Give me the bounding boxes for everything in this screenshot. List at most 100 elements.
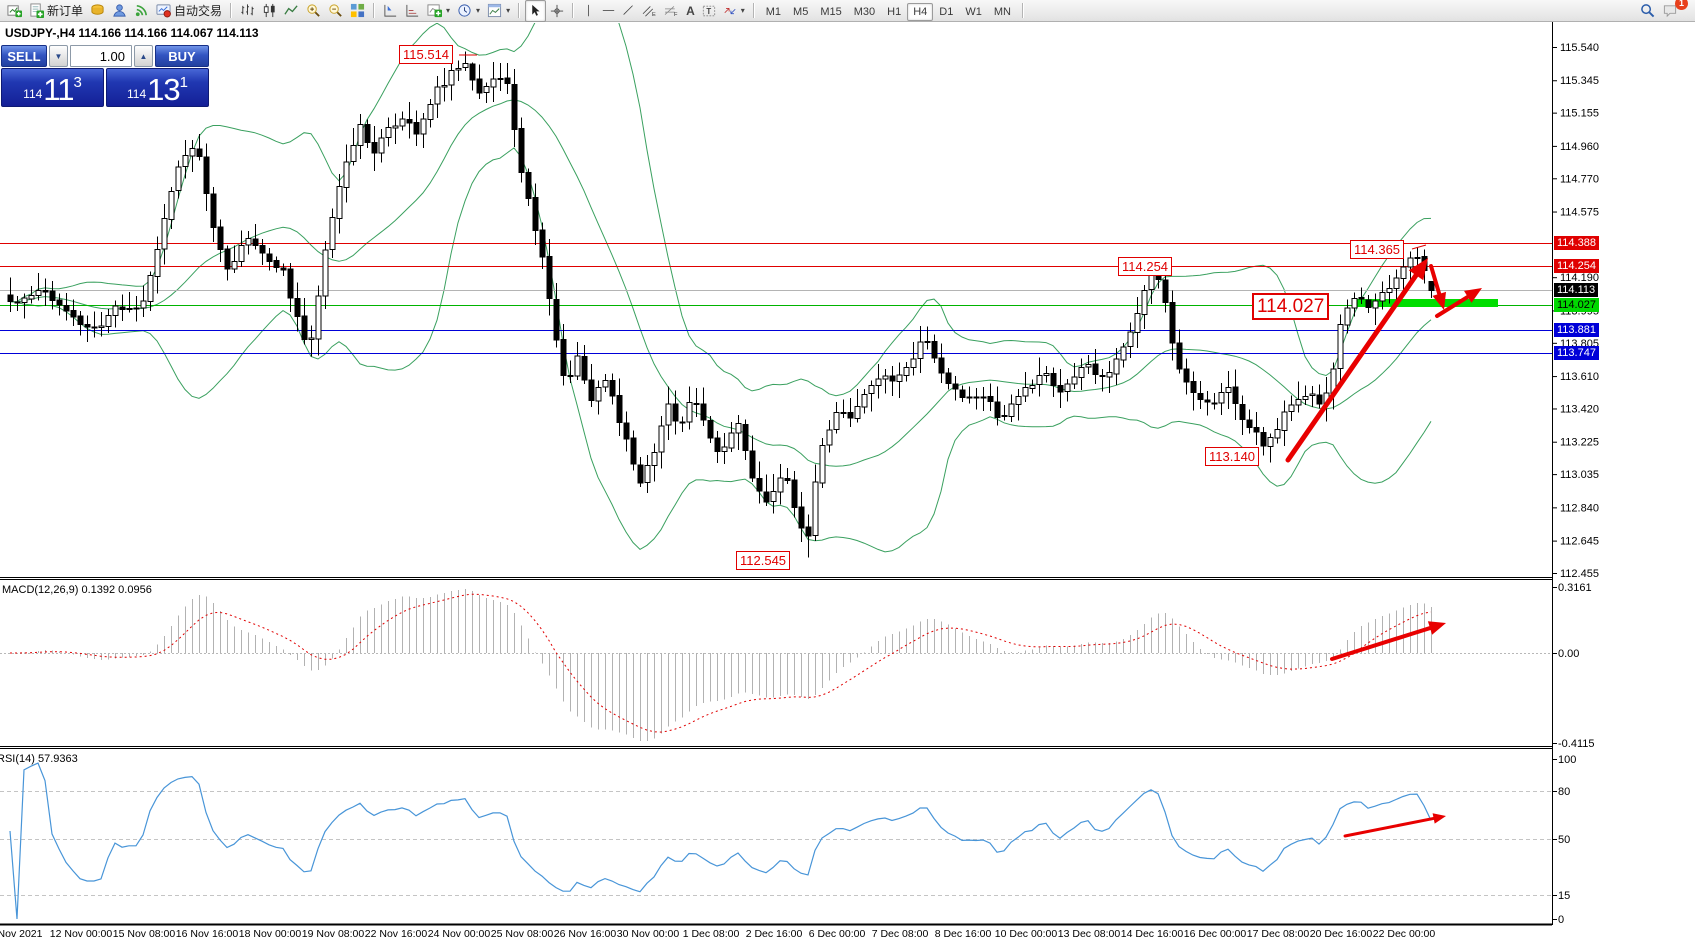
new-chart-icon[interactable] <box>4 2 25 20</box>
time-axis-label: 25 Nov 08:00 <box>491 928 554 940</box>
sell-price-sup: 3 <box>73 74 82 91</box>
price-tick-label: 114.575 <box>1560 207 1599 219</box>
indicator-window-icon[interactable] <box>402 2 423 20</box>
bollinger-band-m <box>9 99 1432 467</box>
price-tick-label: 113.805 <box>1560 338 1599 350</box>
arrows-objects-tool[interactable]: ▾ <box>720 2 748 20</box>
toolbar-separator <box>572 3 575 18</box>
text-tool[interactable]: A <box>686 3 695 18</box>
timeframe-d1[interactable]: D1 <box>939 5 954 18</box>
time-axis-label: 7 Dec 08:00 <box>872 928 929 940</box>
price-tick-label: 113.995 <box>1560 305 1599 317</box>
channel-tool[interactable]: E <box>639 2 660 20</box>
buy-button[interactable]: BUY <box>155 45 209 67</box>
line-chart-icon[interactable] <box>281 2 302 20</box>
macd-scale-label: -0.4115 <box>1558 738 1595 750</box>
candlestick-chart-icon[interactable] <box>259 2 280 20</box>
community-icon[interactable] <box>109 2 130 20</box>
vertical-line-tool[interactable] <box>579 2 598 20</box>
toolbar-separator <box>518 3 521 18</box>
timeframe-group: M1 M5 M15 M30 H1 H4 D1 W1 MN <box>760 2 1017 21</box>
macd-histogram-layer <box>24 589 1432 741</box>
dropdown-caret: ▾ <box>740 6 745 15</box>
autotrading-button[interactable]: 自动交易 <box>153 2 225 20</box>
time-axis[interactable]: Nov 2021 12 Nov 00:00 15 Nov 08:00 16 Nov 1… <box>0 928 1435 940</box>
timeframe-m1[interactable]: M1 <box>765 5 782 18</box>
indicators-list-icon[interactable] <box>380 2 401 20</box>
dropdown-caret: ▾ <box>506 6 511 15</box>
time-axis-label: 12 Nov 00:00 <box>50 928 113 940</box>
add-indicator-icon[interactable]: ▾ <box>424 2 453 20</box>
fibonacci-tool[interactable]: F <box>661 2 682 20</box>
volume-increase-button[interactable]: ▲ <box>134 45 153 67</box>
price-tick-label: 112.645 <box>1560 536 1599 548</box>
main-chart-pane[interactable] <box>0 0 1552 558</box>
macd-label: MACD(12,26,9) 0.1392 0.0956 <box>2 584 152 596</box>
timeframe-mn[interactable]: MN <box>993 5 1011 18</box>
signals-icon[interactable] <box>131 2 152 20</box>
rsi-scale-label: 0 <box>1558 914 1564 926</box>
price-axis[interactable]: 115.540 115.345 115.155 114.960 114.770 114.5… <box>1552 42 1599 926</box>
text-label-tool[interactable]: T <box>699 2 719 20</box>
volume-decrease-button[interactable]: ▼ <box>49 45 68 67</box>
rsi-pane[interactable] <box>0 762 1552 920</box>
price-tick-label: 114.770 <box>1560 173 1599 185</box>
time-axis-label: 24 Nov 00:00 <box>428 928 491 940</box>
tile-windows-icon[interactable] <box>347 2 368 20</box>
cursor-tool[interactable] <box>525 0 547 22</box>
autotrading-label: 自动交易 <box>174 4 223 18</box>
timeframe-m5[interactable]: M5 <box>793 5 809 18</box>
timeframe-w1[interactable]: W1 <box>965 5 982 18</box>
macd-pane[interactable] <box>0 589 1552 741</box>
period-clock-icon[interactable]: ▾ <box>454 2 483 20</box>
macd-scale-label: 0.3161 <box>1558 582 1592 594</box>
buy-price-sup: 1 <box>179 74 188 91</box>
market-icon[interactable] <box>87 2 108 20</box>
price-tick-label: 115.155 <box>1560 108 1599 120</box>
dropdown-caret: ▾ <box>446 6 451 15</box>
search-icon[interactable] <box>1637 2 1658 20</box>
template-icon[interactable]: ▾ <box>484 2 513 20</box>
zoom-in-icon[interactable] <box>303 2 324 20</box>
volume-input[interactable]: 1.00 <box>70 45 132 67</box>
rsi-scale-label: 50 <box>1558 834 1570 846</box>
timeframe-h1[interactable]: H1 <box>887 5 902 18</box>
price-tick-label: 115.540 <box>1560 42 1599 54</box>
notifications-icon[interactable]: 1 <box>1659 0 1688 20</box>
time-axis-label: 18 Nov 00:00 <box>239 928 302 940</box>
rsi-line <box>9 762 1432 920</box>
time-axis-label: 22 Dec 00:00 <box>1373 928 1436 940</box>
buy-price-display[interactable]: 114 13 1 <box>106 68 209 107</box>
zoom-out-icon[interactable] <box>325 2 346 20</box>
timeframe-m30[interactable]: M30 <box>853 5 876 18</box>
svg-text:T: T <box>706 7 711 16</box>
rsi-scale-label: 15 <box>1558 890 1570 902</box>
time-axis-label: 6 Dec 00:00 <box>809 928 866 940</box>
crosshair-tool[interactable] <box>547 2 567 20</box>
price-tick-label: 112.455 <box>1560 568 1599 580</box>
trendline-tool[interactable] <box>619 2 638 20</box>
time-axis-label: 26 Nov 16:00 <box>554 928 617 940</box>
rsi-scale-label: 80 <box>1558 786 1570 798</box>
time-axis-label: 30 Nov 00:00 <box>617 928 680 940</box>
price-tick-label: 114.190 <box>1560 272 1599 284</box>
bar-chart-icon[interactable] <box>237 2 258 20</box>
toolbar-separator <box>1021 3 1024 18</box>
horizontal-line-tool[interactable] <box>599 2 618 20</box>
price-tick-label: 113.035 <box>1560 469 1599 481</box>
green-support-zone <box>1353 299 1498 307</box>
price-tick-label: 113.610 <box>1560 371 1599 383</box>
new-order-label: 新订单 <box>47 4 84 18</box>
sell-button[interactable]: SELL <box>1 45 47 67</box>
toolbar-separator <box>230 3 233 18</box>
trend-arrows <box>1285 258 1482 838</box>
price-tick-label: 113.225 <box>1560 437 1599 449</box>
sell-price-display[interactable]: 114 11 3 <box>1 68 104 107</box>
timeframe-h4[interactable]: H4 <box>907 2 934 21</box>
annotation-leader <box>1411 244 1427 250</box>
new-order-button[interactable]: 新订单 <box>26 2 86 20</box>
time-axis-label: 19 Nov 08:00 <box>302 928 365 940</box>
price-tick-label: 112.840 <box>1560 502 1599 514</box>
timeframe-m15[interactable]: M15 <box>820 5 842 18</box>
